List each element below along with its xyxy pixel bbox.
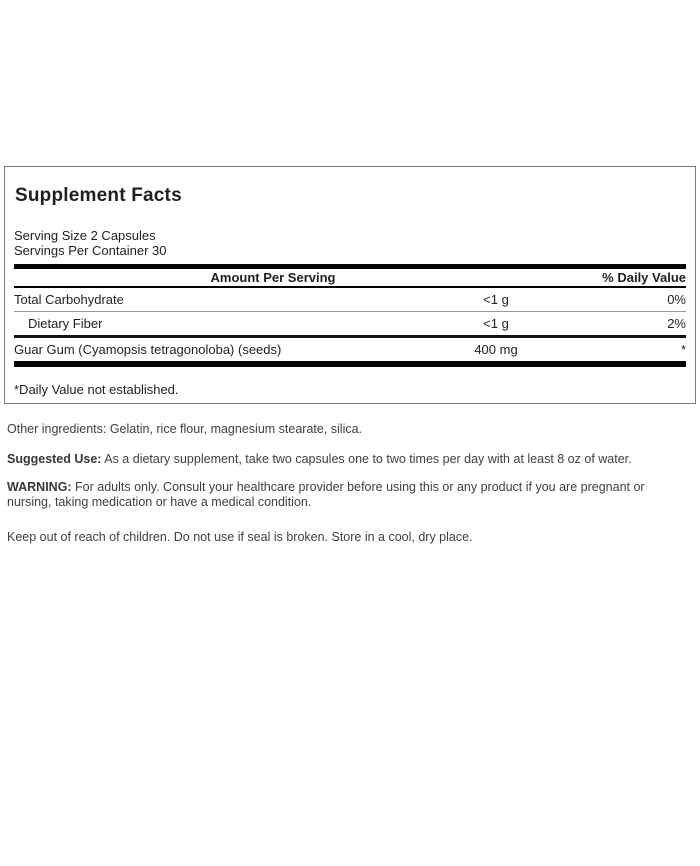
nutrient-amount: <1 g: [483, 292, 509, 307]
servings-per-container: Servings Per Container 30: [14, 243, 167, 258]
nutrient-name: Dietary Fiber: [28, 316, 103, 331]
daily-value-footnote: *Daily Value not established.: [14, 382, 179, 397]
supplement-info-text: Other ingredients: Gelatin, rice flour, …: [7, 422, 685, 545]
other-ingredients: Other ingredients: Gelatin, rice flour, …: [7, 422, 363, 436]
divider-thick-top: [14, 264, 686, 269]
table-row-dietary-fiber: Dietary Fiber <1 g 2%: [14, 312, 686, 338]
warning-label: WARNING:: [7, 480, 72, 494]
daily-value-header: % Daily Value: [602, 270, 686, 285]
suggested-use-text: As a dietary supplement, take two capsul…: [101, 452, 632, 466]
nutrient-name: Guar Gum (Cyamopsis tetragonoloba) (seed…: [14, 342, 282, 357]
serving-size: Serving Size 2 Capsules: [14, 228, 156, 243]
serving-info: Serving Size 2 Capsules Servings Per Con…: [14, 228, 686, 258]
supplement-label-page: Supplement Facts Serving Size 2 Capsules…: [0, 166, 700, 866]
suggested-use-label: Suggested Use:: [7, 452, 102, 466]
table-header-row: Amount Per Serving % Daily Value: [14, 269, 686, 288]
warning: WARNING: For adults only. Consult your h…: [7, 480, 685, 510]
supplement-facts-panel: Supplement Facts Serving Size 2 Capsules…: [4, 166, 696, 404]
nutrient-daily-value: 2%: [667, 316, 686, 331]
warning-text: For adults only. Consult your healthcare…: [7, 480, 645, 509]
suggested-use: Suggested Use: As a dietary supplement, …: [7, 452, 685, 467]
nutrient-daily-value: 0%: [667, 292, 686, 307]
panel-title: Supplement Facts: [15, 185, 182, 206]
table-row-total-carbohydrate: Total Carbohydrate <1 g 0%: [14, 288, 686, 312]
amount-per-serving-header: Amount Per Serving: [210, 270, 336, 285]
nutrient-daily-value: *: [680, 342, 686, 357]
nutrient-amount: <1 g: [483, 316, 509, 331]
nutrient-name: Total Carbohydrate: [14, 292, 124, 307]
divider-thick-bottom: [14, 361, 686, 367]
table-row-guar-gum: Guar Gum (Cyamopsis tetragonoloba) (seed…: [14, 338, 686, 361]
nutrient-amount: 400 mg: [474, 342, 518, 357]
storage-instructions: Keep out of reach of children. Do not us…: [7, 530, 473, 544]
